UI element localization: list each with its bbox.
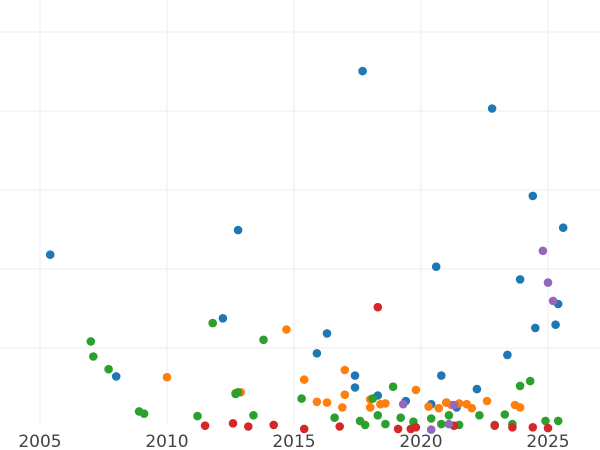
data-point xyxy=(388,382,398,392)
data-point xyxy=(89,352,98,361)
data-point xyxy=(548,296,558,306)
x-tick-label: 2005 xyxy=(18,432,61,450)
data-point xyxy=(111,372,121,381)
data-point xyxy=(411,423,421,432)
data-point xyxy=(541,416,550,426)
data-point xyxy=(531,323,540,333)
data-point xyxy=(312,397,322,407)
data-point xyxy=(312,349,322,358)
data-point xyxy=(444,411,454,420)
data-point xyxy=(558,223,568,232)
data-point xyxy=(381,399,390,408)
data-point xyxy=(525,376,535,386)
data-point xyxy=(350,371,360,380)
data-point xyxy=(297,394,306,403)
data-point xyxy=(434,403,444,413)
data-point xyxy=(515,275,525,284)
data-point xyxy=(437,419,446,429)
data-point xyxy=(193,411,202,421)
data-point xyxy=(373,411,383,420)
data-point xyxy=(350,383,360,392)
data-point xyxy=(543,278,553,287)
data-point xyxy=(249,411,258,420)
data-point xyxy=(398,399,408,409)
data-point xyxy=(543,423,553,433)
data-point xyxy=(475,411,484,420)
data-point xyxy=(393,424,403,434)
data-point xyxy=(368,394,378,403)
data-point xyxy=(500,410,510,419)
data-point xyxy=(503,350,512,360)
data-point xyxy=(299,375,309,384)
data-point xyxy=(515,381,525,391)
data-point xyxy=(358,66,367,76)
data-point xyxy=(340,390,350,400)
data-point xyxy=(299,424,309,434)
data-point xyxy=(139,409,149,419)
data-point xyxy=(538,246,548,256)
data-point xyxy=(482,396,492,406)
data-point xyxy=(437,371,446,380)
data-point xyxy=(338,403,347,412)
data-point xyxy=(528,191,538,201)
data-point xyxy=(553,416,563,426)
data-point xyxy=(515,403,525,412)
data-point xyxy=(335,422,345,431)
data-point xyxy=(411,385,421,395)
data-point xyxy=(373,302,383,312)
data-point xyxy=(431,262,441,272)
data-point xyxy=(424,402,433,411)
data-point xyxy=(551,320,560,330)
data-point xyxy=(233,225,243,235)
data-point xyxy=(208,318,217,328)
x-tick-labels: 2005 2010 2015 2020 2025 xyxy=(18,432,569,450)
data-point xyxy=(322,398,332,407)
data-point xyxy=(228,419,238,428)
data-point xyxy=(200,421,210,431)
data-point xyxy=(218,314,228,323)
data-point xyxy=(528,423,538,432)
data-point xyxy=(104,364,113,374)
data-point xyxy=(282,325,291,334)
grid xyxy=(0,0,600,425)
data-point xyxy=(426,425,436,434)
x-tick-label: 2010 xyxy=(145,432,188,450)
data-point xyxy=(269,420,279,430)
data-point xyxy=(467,403,477,413)
data-point xyxy=(381,419,390,429)
data-point xyxy=(487,104,497,113)
data-point xyxy=(244,422,253,431)
data-point xyxy=(490,421,500,431)
data-point xyxy=(233,388,243,397)
data-point xyxy=(340,365,350,375)
data-point xyxy=(45,250,55,259)
data-point xyxy=(86,337,96,346)
data-point xyxy=(330,413,339,423)
data-points xyxy=(45,66,568,434)
data-point xyxy=(322,329,332,338)
data-point xyxy=(508,423,517,432)
data-point xyxy=(396,413,406,423)
x-tick-label: 2020 xyxy=(399,432,442,450)
data-point xyxy=(365,403,375,412)
data-point xyxy=(259,335,268,345)
x-tick-label: 2025 xyxy=(526,432,569,450)
data-point xyxy=(449,400,459,410)
data-point xyxy=(472,384,482,394)
data-point xyxy=(162,372,172,382)
x-tick-label: 2015 xyxy=(272,432,315,450)
data-point xyxy=(444,419,454,429)
data-point xyxy=(426,414,436,423)
data-point xyxy=(360,420,370,430)
